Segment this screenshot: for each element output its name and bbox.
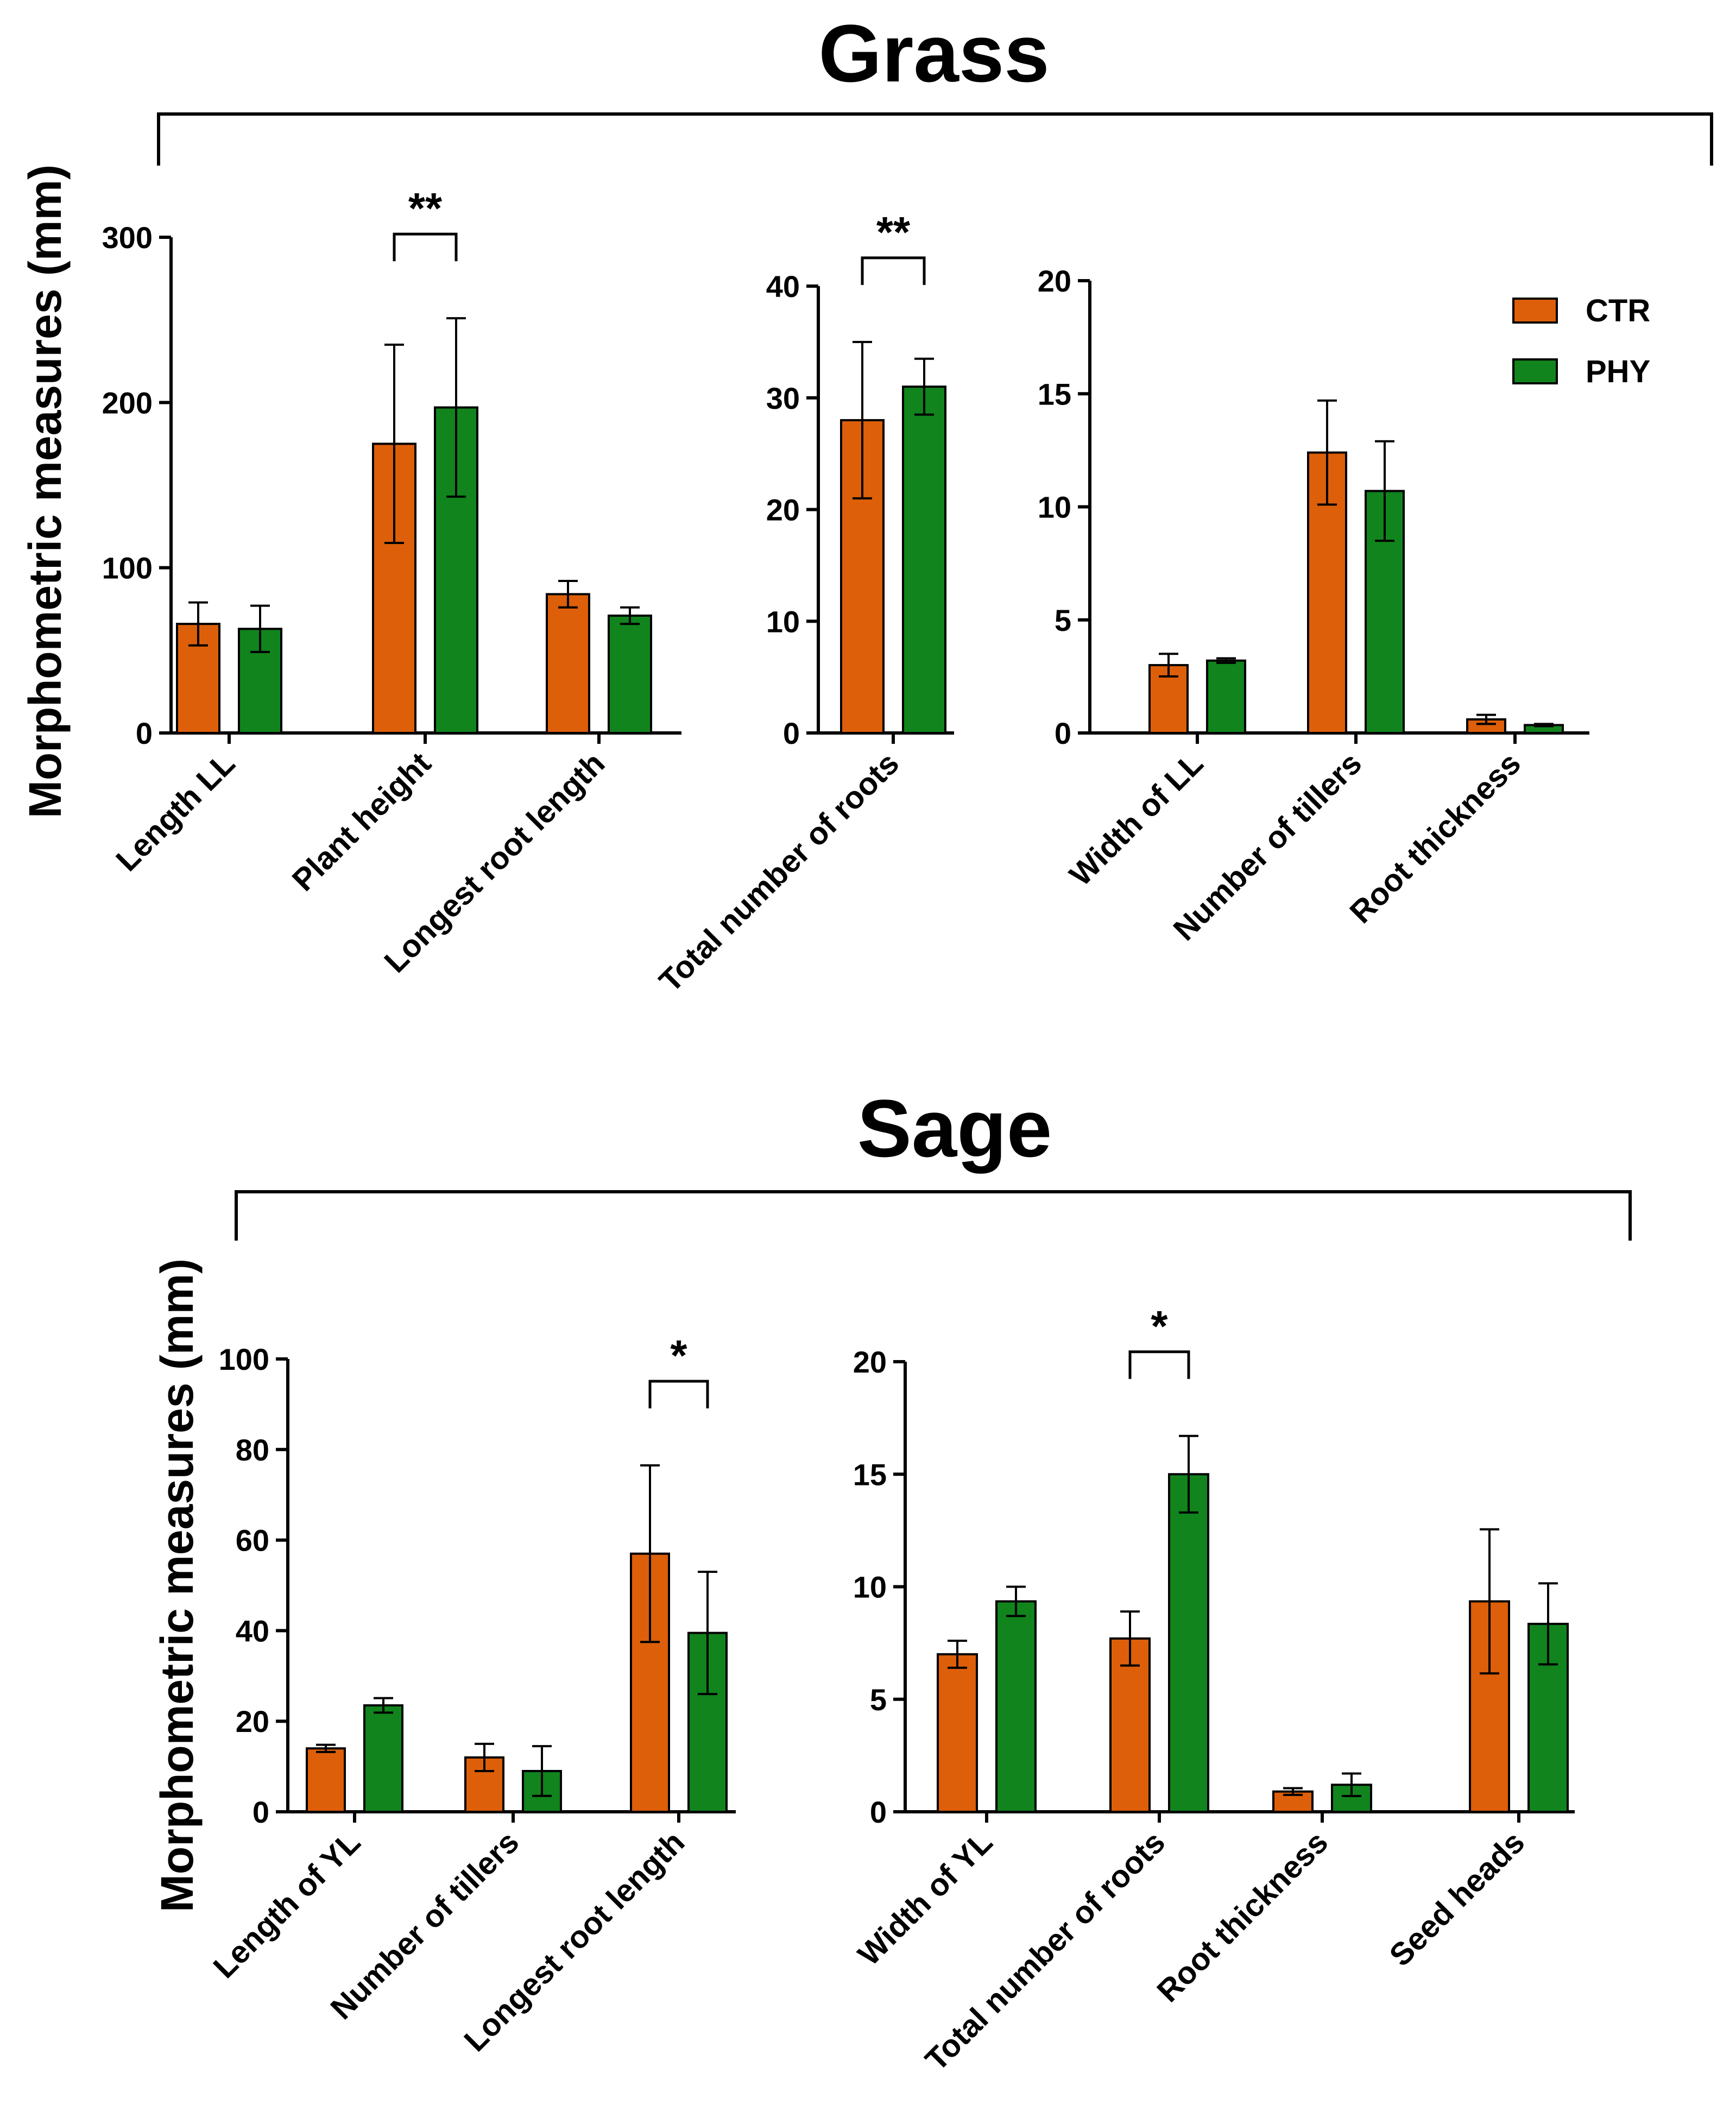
y-tick-label: 5 [870,1683,887,1717]
y-tick-label: 20 [1038,264,1071,298]
y-tick-label: 15 [853,1457,887,1491]
legend: CTR PHY [1512,293,1650,389]
significance-bracket [1128,1350,1190,1379]
x-tick-label-root-thickness: Root thickness [1343,745,1527,930]
legend-swatch-phy [1512,358,1558,384]
significance-bracket [648,1380,709,1408]
x-tick-label-length-of-yl: Length of YL [206,1824,367,1985]
bar-phy-length-of-yl [363,1704,403,1813]
y-tick-label: 20 [853,1345,887,1379]
legend-label-phy: PHY [1586,354,1650,389]
x-tick-label-plant-height: Plant height [286,745,438,898]
bar-phy-total-number-of-roots [902,385,946,734]
y-tick-label: 40 [766,269,800,304]
significance-label: ** [408,184,443,232]
bar-ctr-width-of-yl [937,1653,978,1813]
y-tick-label: 10 [1038,490,1071,524]
sage-title: Sage [857,1083,1052,1174]
bar-phy-width-of-yl [995,1600,1037,1813]
bar-phy-seed-heads [1527,1622,1569,1813]
y-tick-label: 200 [102,385,153,420]
x-tick-label-width-of-ll: Width of LL [1063,745,1210,893]
y-tick-label: 100 [102,551,153,585]
significance-label: * [670,1331,687,1380]
bar-ctr-length-of-yl [306,1747,346,1813]
y-tick-label: 60 [236,1523,269,1558]
sage-ylabel: Morphometric measures (mm) [151,1259,203,1912]
y-tick-label: 15 [1038,377,1071,411]
x-tick-label-total-number-of-roots: Total number of roots [652,745,906,999]
bar-ctr-plant-height [372,442,416,734]
y-tick-label: 0 [1055,716,1071,750]
legend-swatch-ctr [1512,298,1558,324]
sage-bracket [235,1190,1632,1241]
y-tick-label: 0 [870,1795,887,1829]
significance-label: * [1151,1302,1168,1350]
bar-phy-total-number-of-roots [1168,1473,1209,1813]
grass-bracket [157,112,1713,166]
chart-grass-panel-2: 0 10 20 30 40 Total number of roots ** [652,208,954,999]
y-tick-label: 0 [136,716,153,750]
y-tick-label: 10 [766,604,800,638]
grass-ylabel: Morphometric measures (mm) [20,165,71,818]
y-tick-label: 0 [252,1795,269,1829]
y-tick-label: 10 [853,1570,887,1604]
y-tick-label: 20 [766,493,800,527]
y-tick-label: 100 [219,1342,269,1376]
bar-phy-longest-root-length [608,614,652,734]
x-tick-label-seed-heads: Seed heads [1383,1824,1531,1973]
y-tick-label: 40 [236,1614,269,1648]
bar-ctr-longest-root-length [546,593,590,734]
y-tick-label: 80 [236,1433,269,1467]
y-tick-label: 5 [1055,603,1071,637]
significance-label: ** [876,208,911,256]
significance-bracket [861,256,926,285]
y-tick-label: 30 [766,381,800,415]
grass-title: Grass [818,8,1049,99]
y-tick-label: 300 [102,220,153,255]
legend-label-ctr: CTR [1586,293,1650,328]
x-tick-label-root-thickness: Root thickness [1150,1824,1335,2009]
y-tick-label: 20 [236,1704,269,1738]
y-tick-label: 0 [783,716,800,750]
bar-phy-width-of-ll [1206,659,1246,734]
x-tick-label-width-of-yl: Width of YL [851,1824,1000,1972]
significance-bracket [393,232,458,262]
x-tick-label-length-ll: Length LL [109,745,242,878]
bar-ctr-total-number-of-roots [1109,1637,1151,1813]
